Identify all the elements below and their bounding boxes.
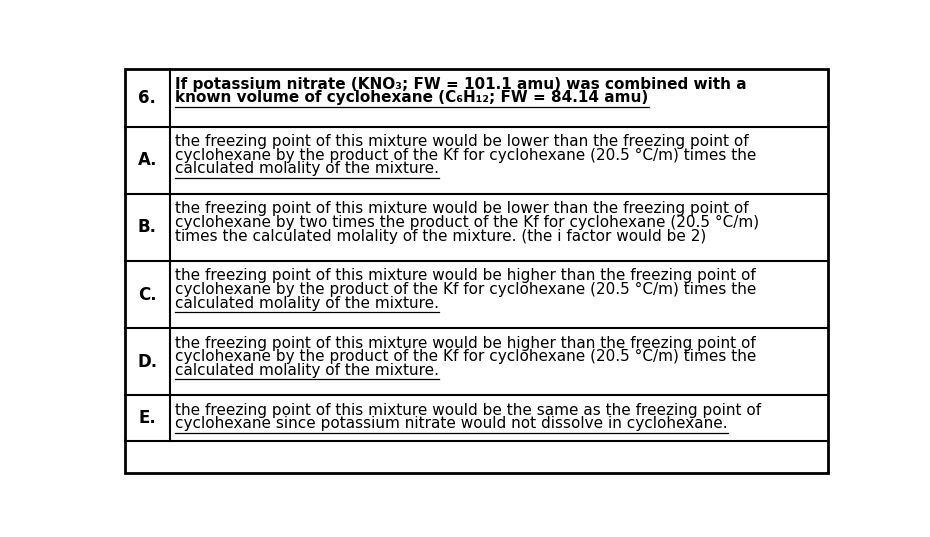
Text: the freezing point of this mixture would be higher than the freezing point of: the freezing point of this mixture would… [176, 336, 756, 351]
Text: the freezing point of this mixture would be lower than the freezing point of: the freezing point of this mixture would… [176, 201, 749, 216]
Text: C.: C. [138, 286, 156, 303]
Text: cyclohexane by the product of the Kf for cyclohexane (20.5 °C/m) times the: cyclohexane by the product of the Kf for… [176, 148, 757, 163]
Text: calculated molality of the mixture.: calculated molality of the mixture. [176, 363, 439, 378]
Text: D.: D. [138, 353, 157, 371]
Text: calculated molality of the mixture.: calculated molality of the mixture. [176, 296, 439, 311]
Text: cyclohexane by the product of the Kf for cyclohexane (20.5 °C/m) times the: cyclohexane by the product of the Kf for… [176, 349, 757, 364]
Text: cyclohexane by the product of the Kf for cyclohexane (20.5 °C/m) times the: cyclohexane by the product of the Kf for… [176, 282, 757, 297]
Text: A.: A. [138, 151, 157, 169]
Text: times the calculated molality of the mixture. (the i factor would be 2): times the calculated molality of the mix… [176, 229, 707, 244]
Text: cyclohexane by two times the product of the Kf for cyclohexane (20.5 °C/m): cyclohexane by two times the product of … [176, 215, 760, 230]
Text: the freezing point of this mixture would be lower than the freezing point of: the freezing point of this mixture would… [176, 134, 749, 149]
Text: B.: B. [138, 219, 157, 236]
Text: cyclohexane since potassium nitrate would not dissolve in cyclohexane.: cyclohexane since potassium nitrate woul… [176, 416, 728, 431]
Text: the freezing point of this mixture would be the same as the freezing point of: the freezing point of this mixture would… [176, 403, 762, 418]
Text: If potassium nitrate (KNO₃; FW = 101.1 amu) was combined with a: If potassium nitrate (KNO₃; FW = 101.1 a… [176, 77, 747, 92]
Text: known volume of cyclohexane (C₆H₁₂; FW = 84.14 amu): known volume of cyclohexane (C₆H₁₂; FW =… [176, 91, 648, 105]
Text: calculated molality of the mixture.: calculated molality of the mixture. [176, 162, 439, 177]
Text: the freezing point of this mixture would be higher than the freezing point of: the freezing point of this mixture would… [176, 268, 756, 284]
Text: 6.: 6. [139, 89, 156, 107]
Text: E.: E. [139, 409, 156, 427]
